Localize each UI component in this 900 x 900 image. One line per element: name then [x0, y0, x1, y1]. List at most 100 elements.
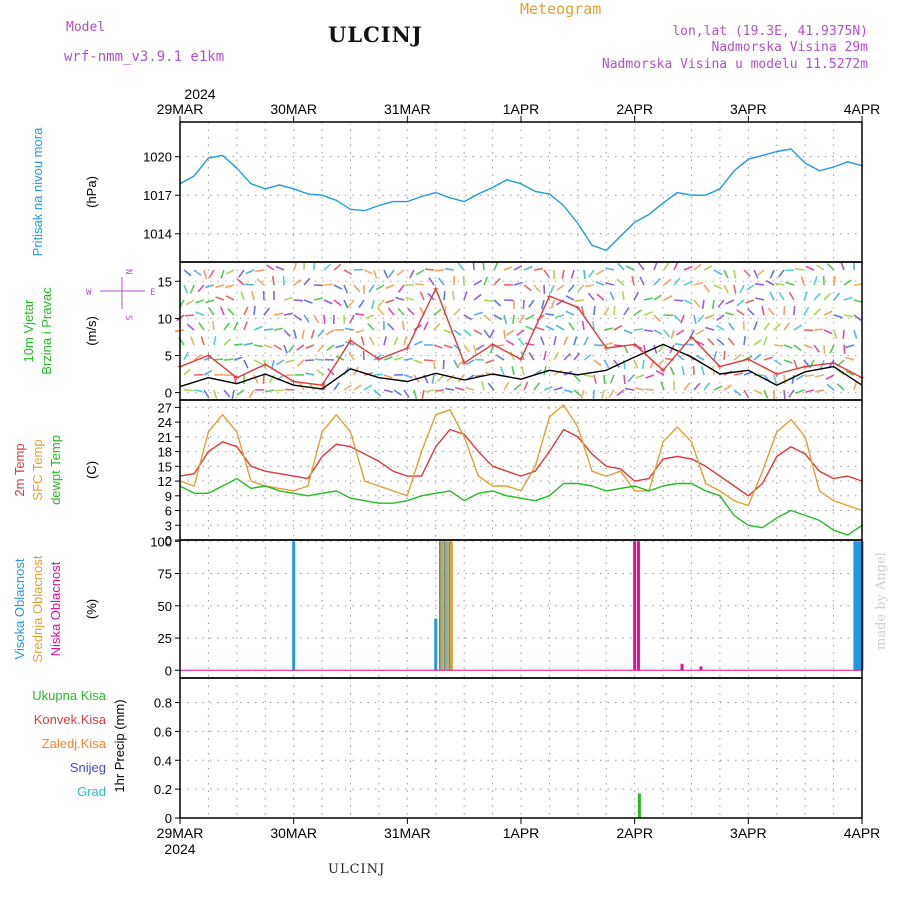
- wind-arrow: [723, 384, 732, 391]
- gust-marker: +: [802, 363, 808, 374]
- wind-arrow: [713, 351, 718, 361]
- wind-arrow: [543, 385, 553, 391]
- wind-arrow: [525, 325, 535, 331]
- wind-arrow: [293, 329, 298, 339]
- wind-arrow: [763, 356, 773, 361]
- wind-arrow: [653, 344, 658, 354]
- wind-arrow: [185, 299, 195, 306]
- wind-arrow: [343, 384, 352, 391]
- wind-arrow: [349, 314, 355, 324]
- gust-marker: +: [774, 370, 780, 381]
- wind-arrow: [783, 322, 791, 331]
- wind-arrow: [503, 381, 510, 391]
- wind-arrow: [433, 322, 441, 331]
- series-brzina: [179, 343, 863, 390]
- wind-arrow: [304, 359, 315, 362]
- wind-arrow: [383, 374, 393, 379]
- bar-visoka-oblacnost: [434, 618, 438, 671]
- wind-arrow: [616, 278, 625, 286]
- wind-arrow: [523, 381, 529, 391]
- wind-arrow: [596, 293, 605, 301]
- wind-arrow: [633, 359, 639, 369]
- wind-arrow: [509, 351, 515, 361]
- wind-arrow: [505, 339, 515, 346]
- wind-arrow: [693, 281, 703, 286]
- wind-arrow: [433, 308, 442, 316]
- bar-niska-oblacnost: [636, 541, 640, 671]
- wind-arrow: [783, 359, 793, 364]
- wind-arrow: [555, 314, 565, 319]
- wind-arrow: [545, 325, 555, 331]
- wind-arrow: [673, 299, 684, 302]
- wind-arrow: [693, 299, 701, 308]
- wind-arrow: [707, 338, 715, 346]
- wind-arrow: [345, 340, 355, 346]
- wind-arrow: [603, 374, 606, 385]
- wind-arrow: [715, 324, 725, 331]
- wind-arrow: [643, 297, 653, 301]
- wind-arrow: [753, 269, 759, 279]
- wind-arrow: [523, 284, 532, 292]
- wind-arrow: [641, 359, 645, 370]
- wind-arrow: [444, 387, 455, 391]
- wind-arrow: [211, 320, 215, 331]
- wind-arrow: [305, 344, 315, 350]
- panel-precip: 0 0.2 0.4 0.6 0.8 1hr Precip (mm) Ukupna Kisa K…: [32, 677, 863, 826]
- wind-arrow: [465, 359, 475, 366]
- wind-arrow: [773, 344, 784, 347]
- wind-arrow: [485, 359, 495, 364]
- axis-unit-label: (%): [84, 599, 99, 619]
- wind-arrow: [563, 389, 573, 393]
- wind-arrow: [705, 314, 715, 319]
- wind-arrow: [595, 269, 605, 276]
- wind-arrow: [190, 336, 195, 346]
- gust-marker: +: [291, 377, 297, 388]
- wind-arrow: [713, 284, 723, 290]
- wind-arrow: [577, 284, 585, 292]
- bar-niska-oblacnost: [633, 541, 637, 671]
- panel-wind: +++++ +++++++++++ +++++++ ++051015(m/s)10m …: [21, 260, 865, 401]
- wind-arrow: [813, 292, 821, 301]
- gust-marker: +: [660, 366, 666, 377]
- wind-arrow: [773, 323, 781, 331]
- wind-arrow: [284, 388, 295, 391]
- wind-arrow: [296, 344, 305, 351]
- wind-arrow: [208, 307, 215, 316]
- wind-arrow: [783, 305, 786, 316]
- wind-arrow: [283, 312, 293, 316]
- wind-arrow: [403, 374, 413, 379]
- wind-arrow: [631, 276, 635, 286]
- gust-marker: +: [603, 344, 609, 355]
- gust-marker: +: [319, 381, 325, 392]
- wind-arrow: [451, 290, 455, 301]
- y-tick-label: 0: [165, 533, 172, 548]
- wind-arrow: [713, 269, 723, 276]
- wind-arrow: [769, 269, 775, 279]
- wind-arrow: [333, 263, 342, 271]
- wind-arrow: [225, 295, 235, 301]
- wind-arrow: [621, 290, 625, 301]
- wind-arrow: [193, 354, 202, 361]
- y-tick-label: 3: [165, 518, 172, 533]
- wind-arrow: [853, 314, 862, 321]
- wind-arrow: [457, 374, 465, 383]
- axis-unit-label: 1hr Precip (mm): [112, 699, 127, 792]
- wind-arrow: [303, 299, 313, 304]
- wind-arrow: [573, 389, 582, 397]
- wind-arrow: [639, 276, 645, 286]
- y-tick-label: 15: [158, 274, 172, 289]
- wind-arrow: [473, 279, 483, 286]
- wind-arrow: [581, 320, 585, 331]
- y-tick-label: 75: [158, 567, 172, 582]
- wind-arrow: [833, 292, 841, 301]
- wind-arrow: [853, 381, 858, 391]
- series-2m-temp: [179, 428, 863, 497]
- gust-marker: +: [262, 360, 268, 371]
- wind-arrow: [396, 269, 405, 277]
- wind-arrow: [303, 314, 310, 323]
- legend-2m-temp: 2m Temp: [12, 443, 27, 496]
- wind-arrow: [323, 314, 326, 325]
- wind-arrow: [413, 340, 423, 346]
- y-tick-label: 9: [165, 489, 172, 504]
- wind-arrow: [754, 282, 765, 286]
